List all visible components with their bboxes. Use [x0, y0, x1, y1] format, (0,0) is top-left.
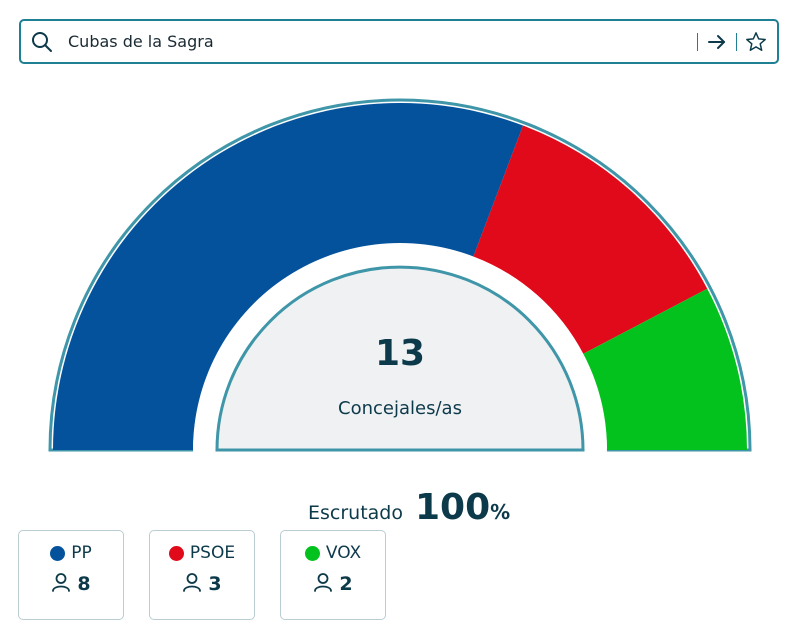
party-name: VOX [325, 543, 362, 563]
chart-inner-ring [215, 265, 585, 452]
party-card-psoe[interactable]: PSOE 3 [149, 530, 255, 620]
party-name: PP [71, 543, 92, 563]
party-seats: 2 [339, 573, 353, 595]
scrutiny-unit: % [490, 500, 511, 524]
chart-outer-ring [48, 98, 752, 452]
scrutiny-value: 100 [414, 487, 491, 528]
search-divider [697, 32, 698, 51]
party-seats: 3 [208, 573, 222, 595]
seat-distribution-chart [48, 98, 752, 452]
total-seats-label: Concejales/as [338, 398, 462, 419]
party-seats: 8 [77, 573, 91, 595]
star-icon[interactable] [745, 31, 767, 53]
scrutiny-label: Escrutado [308, 502, 403, 524]
person-icon [313, 572, 333, 596]
search-icon[interactable] [30, 30, 54, 54]
search-bar [19, 19, 779, 64]
seat-wedge-psoe[interactable] [473, 125, 708, 354]
party-card-pp[interactable]: PP 8 [18, 530, 124, 620]
scrutiny-status: Escrutado 100 % [308, 487, 510, 531]
party-name: PSOE [189, 543, 236, 563]
person-icon [182, 572, 202, 596]
party-cards: PP 8 PSOE 3 VOX 2 [18, 530, 411, 620]
total-seats: 13 [374, 333, 426, 374]
arrow-right-icon[interactable] [706, 31, 728, 53]
party-color-dot [168, 545, 184, 561]
seat-wedge-vox[interactable] [583, 288, 747, 450]
seat-wedge-pp[interactable] [53, 102, 524, 450]
party-color-dot [50, 545, 66, 561]
party-color-dot [304, 545, 320, 561]
party-card-vox[interactable]: VOX 2 [280, 530, 386, 620]
search-input[interactable] [68, 26, 689, 57]
search-divider [736, 32, 737, 51]
person-icon [51, 572, 71, 596]
